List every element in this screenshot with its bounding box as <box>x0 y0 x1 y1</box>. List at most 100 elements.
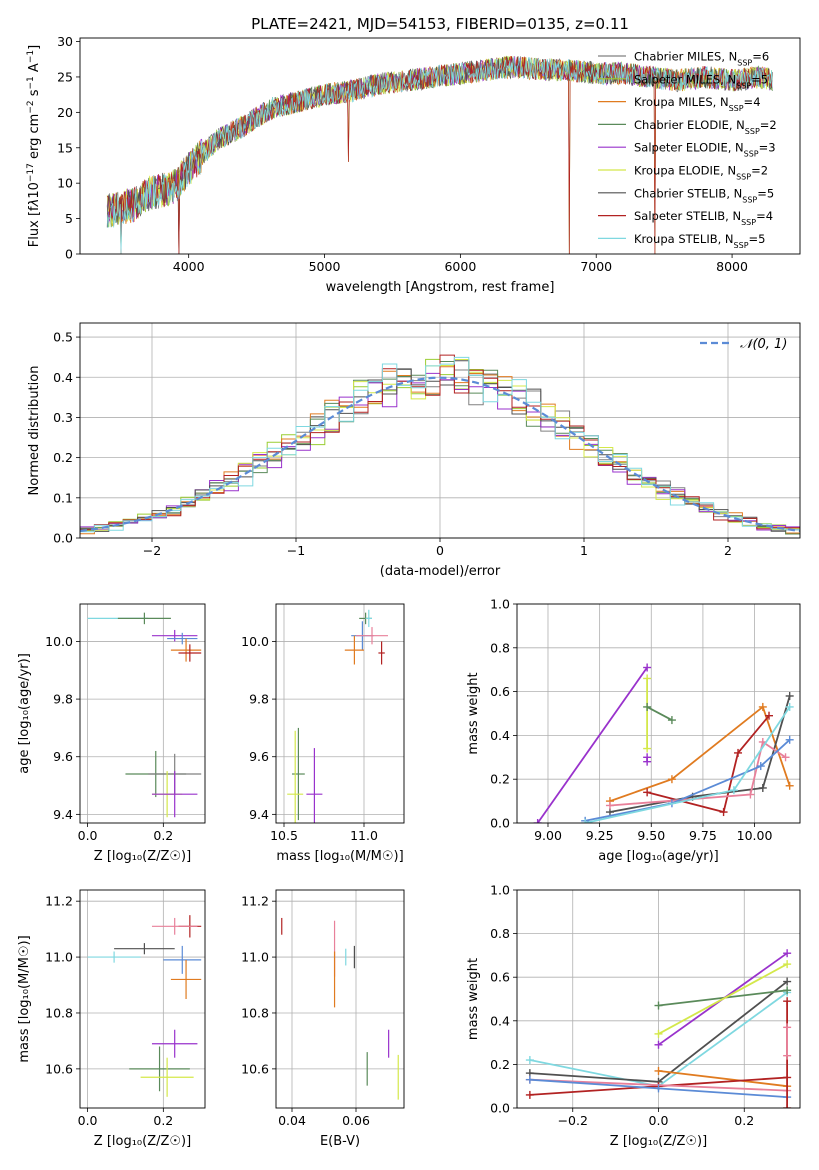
legend-nssp-prefix: , N <box>726 186 742 200</box>
weight-marker <box>667 775 676 784</box>
legend-entry: Salpeter ELODIE, NSSP=3 <box>634 141 776 159</box>
legend-series-name: Chabrier STELIB <box>634 186 726 200</box>
x-tick-label: −2 <box>143 543 161 558</box>
y-tick-label: 10.8 <box>241 1005 269 1020</box>
weight-line <box>585 739 791 822</box>
legend-nssp-value: 5 <box>758 232 765 246</box>
ylabel-part: erg cm <box>27 114 42 163</box>
errorbar-point <box>151 771 198 818</box>
weight_vs_age-panel: 9.00 9.25 9.50 9.75 10.00 0.0 0.2 0.4 0.6 0.8 1.0 a… <box>466 597 801 864</box>
y-tick-label: 0.5 <box>53 330 73 345</box>
ylabel-part: −2 <box>26 100 36 113</box>
spectrum-ylabel: Flux [fλ10−17 erg cm−2 s−1 A−1] <box>26 45 42 247</box>
weight-marker <box>654 1084 663 1093</box>
x-tick-label: 0.0 <box>78 1113 98 1128</box>
y-tick-label: 0.2 <box>53 450 73 465</box>
errorbar-point <box>292 727 305 821</box>
mass_vs_Z-xlabel: Z [log₁₀(Z/Z☉)] <box>94 1134 191 1149</box>
y-tick-label: 0 <box>65 247 73 262</box>
y-tick-label: 0.0 <box>53 531 73 546</box>
legend-series-name: Salpeter ELODIE <box>634 141 728 155</box>
weight-marker <box>525 1090 534 1099</box>
x-tick-label: 0.04 <box>278 1113 306 1128</box>
legend-series-name: Kroupa ELODIE <box>634 164 720 178</box>
weight-marker <box>783 1023 792 1032</box>
y-tick-label: 0.8 <box>490 926 510 941</box>
y-tick-label: 0.2 <box>490 772 510 787</box>
weight-marker <box>643 753 652 762</box>
legend-entry: Kroupa STELIB, NSSP=5 <box>634 232 766 250</box>
residuals-panel: −2 −1 0 1 2 0.0 0.1 0.2 0.3 0.4 0.5 (data-model)/er… <box>27 322 801 579</box>
weight-marker <box>643 744 652 753</box>
x-tick-label: 2 <box>724 543 732 558</box>
legend-nssp-prefix: , N <box>725 209 741 223</box>
mass_vs_ebv-panel: 0.04 0.06 10.6 10.8 11.0 11.2 E(B-V) <box>241 889 405 1149</box>
x-tick-label: 0.2 <box>153 1113 173 1128</box>
y-tick-label: 11.2 <box>241 894 269 909</box>
mass_vs_Z-frame <box>79 889 206 1109</box>
y-tick-label: 11.0 <box>45 950 73 965</box>
age_vs_mass-panel: 10.5 11.0 9.4 9.6 9.8 10.0 mass [log₁₀(M/M☉)] <box>241 603 405 864</box>
y-tick-label: 11.2 <box>45 894 73 909</box>
ylabel-part: 10 <box>27 182 42 199</box>
x-tick-label: 0.0 <box>649 1113 669 1128</box>
y-tick-label: 10.6 <box>45 1061 73 1076</box>
x-tick-label: −1 <box>287 543 305 558</box>
ylabel-part: −1 <box>26 76 36 89</box>
weight-marker <box>783 1104 792 1108</box>
ylabel-part: ] <box>27 45 42 50</box>
weight_vs_age-xlabel: age [log₁₀(age/yr)] <box>598 849 719 864</box>
x-tick-label: 9.50 <box>637 828 665 843</box>
errorbar-point <box>163 945 202 974</box>
x-tick-label: 0 <box>436 543 444 558</box>
spectrum-line <box>106 56 773 254</box>
weight-marker <box>783 997 792 1006</box>
weight-marker <box>785 691 794 700</box>
x-tick-label: 0.2 <box>734 1113 754 1128</box>
legend-series-name: Chabrier MILES <box>634 50 721 64</box>
weight-marker <box>781 753 790 762</box>
histogram-step <box>80 354 800 534</box>
legend-entry: Chabrier STELIB, NSSP=5 <box>634 186 774 204</box>
mass_vs_Z-ylabel: mass [log₁₀(M/M☉)] <box>17 935 32 1062</box>
legend-equals: = <box>744 95 754 109</box>
y-tick-label: 0.3 <box>53 410 73 425</box>
age_vs_Z-ylabel: age [log₁₀(age/yr)] <box>17 653 32 774</box>
legend-nssp-prefix: , N <box>718 232 734 246</box>
x-tick-label: 9.00 <box>534 828 562 843</box>
weight-marker <box>719 808 728 817</box>
weight-marker <box>643 702 652 711</box>
legend-nssp-subscript: SSP <box>741 218 756 227</box>
ylabel-part: A <box>27 63 42 76</box>
legend-entry: Chabrier MILES, NSSP=6 <box>634 50 769 68</box>
y-tick-label: 0.4 <box>490 728 510 743</box>
legend-entry: Salpeter MILES, NSSP=5 <box>634 72 768 90</box>
y-tick-label: 9.4 <box>249 807 269 822</box>
weight-marker <box>525 1056 534 1065</box>
errorbar-point <box>140 1057 194 1097</box>
y-tick-label: 9.4 <box>53 807 73 822</box>
errorbar-point <box>129 1046 190 1092</box>
weight_vs_Z-plot-area <box>525 949 792 1108</box>
y-tick-label: 10.0 <box>45 634 73 649</box>
weight_vs_age-plot-area <box>533 663 794 823</box>
x-tick-label: 0.06 <box>342 1113 370 1128</box>
weight-marker <box>785 735 794 744</box>
errorbar-point <box>170 959 202 999</box>
legend-nssp-prefix: , N <box>720 72 736 86</box>
ylabel-part: Flux [f <box>27 206 42 247</box>
y-tick-label: 0.6 <box>490 684 510 699</box>
y-tick-label: 0.2 <box>490 1057 510 1072</box>
y-tick-label: 0.1 <box>53 490 73 505</box>
weight-line <box>536 666 648 823</box>
weight-marker <box>643 788 652 797</box>
legend-nssp-value: 6 <box>762 50 769 64</box>
weight-marker <box>654 1001 663 1010</box>
weight_vs_Z-ylabel: mass weight <box>466 958 481 1040</box>
y-tick-label: 5 <box>65 211 73 226</box>
age_vs_Z-panel: 0.0 0.2 9.4 9.6 9.8 10.0 Z [log₁₀(Z/Z☉)] age [l… <box>17 603 206 864</box>
weight-marker <box>746 790 755 799</box>
x-tick-label: 11.0 <box>350 828 378 843</box>
weight-marker <box>667 716 676 725</box>
